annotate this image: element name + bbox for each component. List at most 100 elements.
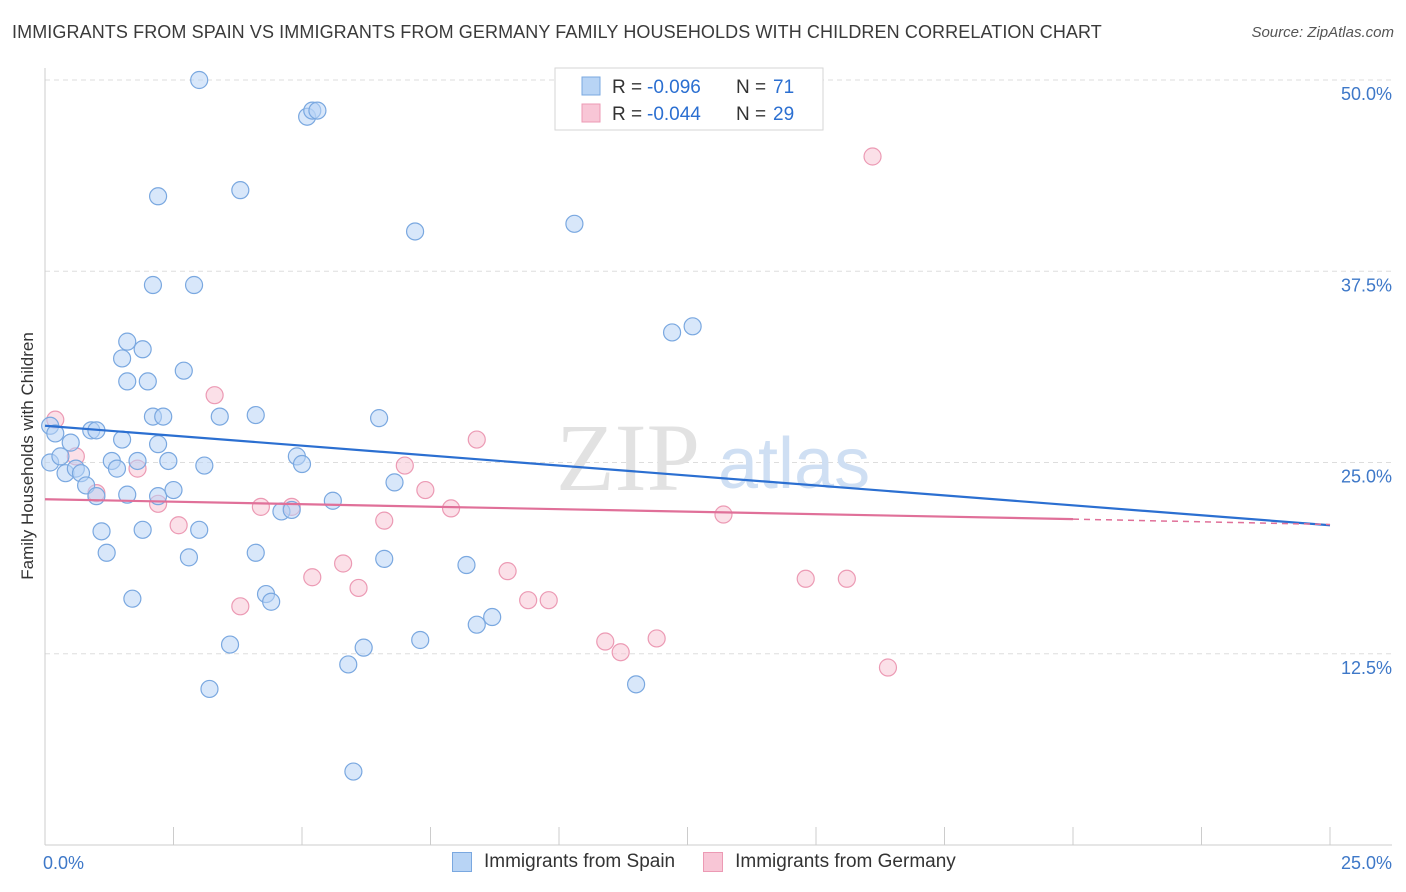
germany-point [714,505,733,524]
spain-point [683,317,702,336]
legend-bottom-spain-label: Immigrants from Spain [484,851,676,872]
spain-point [195,456,214,475]
spain-point [46,424,65,443]
legend-germany-n-label: N = [736,104,766,125]
germany-point [647,629,666,648]
germany-point [205,386,224,405]
spain-trend-line [44,424,1331,527]
spain-point [128,451,147,471]
spain-point [190,70,209,90]
legend-germany-swatch [581,103,601,123]
chart-title: IMMIGRANTS FROM SPAIN VS IMMIGRANTS FROM… [12,22,1102,42]
legend-bottom: Immigrants from Spain Immigrants from Ge… [452,851,984,873]
spain-point [118,332,137,351]
spain-point [220,635,240,654]
y-tick-label: 37.5% [1341,275,1392,295]
spain-point [282,500,301,520]
germany-point [251,497,270,516]
spain-point [339,655,358,674]
x-tick-label-min: 0.0% [43,853,84,873]
germany-point [169,516,188,535]
legend-top: R = -0.096 N = 71 R = -0.044 N = 29 [554,67,824,131]
y-tick-label: 25.0% [1341,467,1392,487]
spain-point [61,433,80,452]
spain-point [148,435,168,454]
spain-point [97,543,116,562]
trend-lines [44,424,1331,527]
spain-point [262,592,281,611]
source-credit: Source: ZipAtlas.com [1251,24,1394,41]
legend-bottom-germany: Immigrants from Germany [703,851,956,873]
spain-point [375,549,394,568]
spain-point [112,430,132,449]
germany-point [863,147,882,166]
watermark-zip: ZIP [556,404,700,511]
germany-point [539,591,558,610]
germany-point [498,562,517,581]
germany-point [441,499,461,518]
spain-point [483,607,502,627]
watermark: ZIP atlas [556,404,870,511]
germany-point [334,554,353,573]
axes: 12.5% 25.0% 37.5% 50.0% 0.0% 25.0% [43,68,1392,873]
legend-spain-r-value: -0.096 [647,77,701,98]
spain-point [154,407,173,426]
spain-point [51,447,70,466]
germany-point [796,569,815,588]
legend-germany-n-value: 29 [773,104,794,125]
spain-point [133,340,152,359]
grid [45,79,1392,655]
germany-point [416,480,435,500]
spain-point [626,675,646,694]
spain-point [179,548,199,567]
germany-point [395,456,414,475]
spain-point [292,454,312,474]
germany-trend-extension [1072,518,1331,526]
spain-point [164,480,183,500]
germany-point [375,511,394,530]
legend-spain-n-value: 71 [773,77,794,98]
legend-germany-r-label: R = [612,104,642,125]
legend-bottom-germany-swatch [703,852,724,872]
germany-point [349,578,368,598]
spain-point [138,372,157,391]
spain-point [354,638,373,657]
spain-point [565,214,584,233]
spain-point [405,222,425,241]
germany-point [878,658,898,677]
germany-point [519,591,538,610]
legend-spain-r-label: R = [612,77,642,98]
spain-point [344,762,363,781]
spain-point [143,275,163,295]
spain-point [92,522,111,541]
spain-point [190,520,209,539]
germany-point [303,568,322,587]
y-tick-label: 12.5% [1341,658,1392,678]
spain-point [662,323,682,342]
spain-point [231,181,250,200]
spain-point [370,409,389,428]
spain-point [107,459,127,478]
spain-point [174,361,193,380]
spain-point [148,187,168,206]
spain-point [87,487,106,506]
legend-germany-r-value: -0.044 [647,104,701,125]
spain-point [467,615,486,634]
x-tick-label-max: 25.0% [1341,853,1392,873]
spain-point [411,630,430,650]
y-axis-label: Family Households with Children [18,332,37,580]
germany-point [231,597,250,616]
germany-point [837,569,856,588]
spain-point [308,101,327,120]
germany-point [611,643,630,662]
spain-point [246,543,265,562]
spain-point [246,405,265,425]
legend-spain-swatch [581,76,601,96]
spain-point [159,451,178,471]
spain-point [385,473,404,492]
legend-bottom-germany-label: Immigrants from Germany [735,851,956,872]
spain-point [118,485,137,504]
legend-bottom-spain-swatch [452,852,472,872]
spain-point [123,589,142,608]
